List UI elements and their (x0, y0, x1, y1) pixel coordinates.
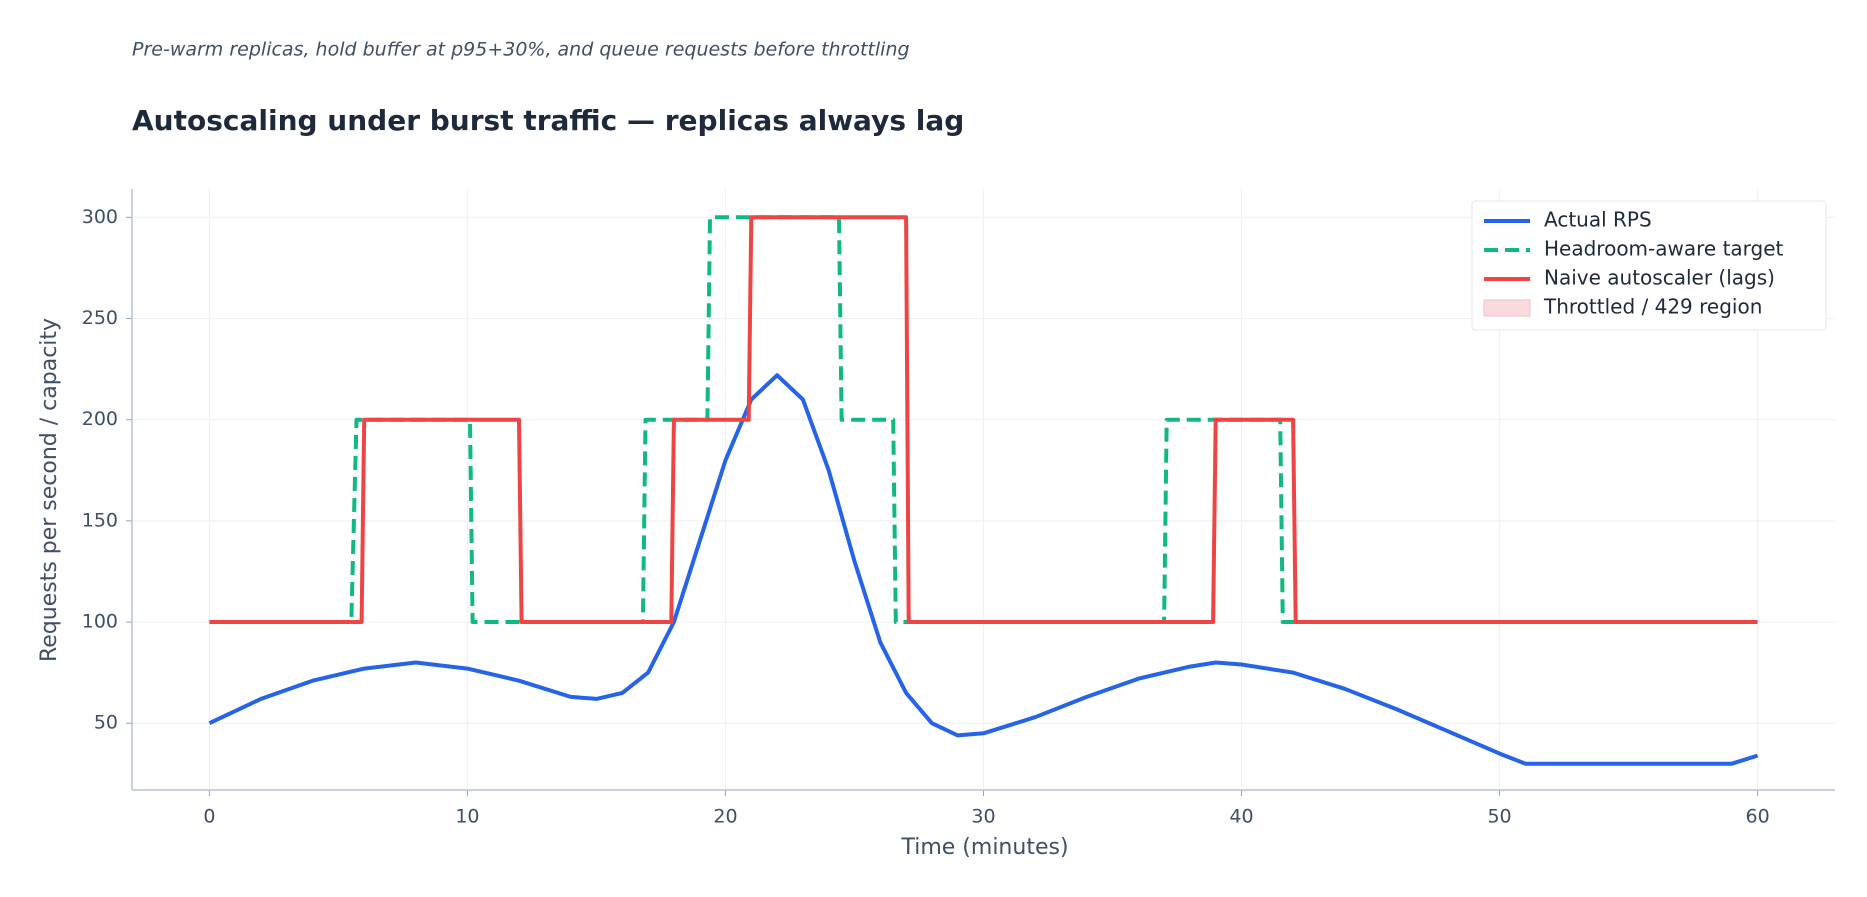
legend-label: Headroom-aware target (1544, 237, 1784, 261)
y-tick-label: 300 (82, 206, 118, 228)
legend-label: Naive autoscaler (lags) (1544, 266, 1775, 290)
x-tick-label: 30 (971, 806, 995, 828)
x-tick-label: 60 (1745, 806, 1769, 828)
y-tick-label: 100 (82, 611, 118, 633)
y-tick-label: 250 (82, 307, 118, 329)
x-axis-label: Time (minutes) (900, 835, 1068, 860)
y-tick-label: 50 (94, 712, 118, 734)
chart-title: Autoscaling under burst traffic — replic… (132, 104, 964, 137)
series-line (209, 215, 1758, 624)
legend-box (1471, 200, 1827, 331)
x-tick-label: 0 (203, 806, 215, 828)
y-tick-label: 150 (82, 509, 118, 531)
x-tick-label: 10 (455, 806, 479, 828)
x-tick-label: 20 (713, 806, 737, 828)
chart-subtitle: Pre-warm replicas, hold buffer at p95+30… (132, 39, 910, 61)
legend-label: Throttled / 429 region (1543, 295, 1762, 319)
x-tick-label: 50 (1487, 806, 1511, 828)
x-tick-label: 40 (1229, 806, 1253, 828)
y-tick-label: 200 (82, 408, 118, 430)
series-line (208, 373, 1759, 766)
y-axis-label: Requests per second / capacity (37, 318, 62, 662)
legend-label: Actual RPS (1544, 208, 1652, 232)
legend-swatch (1483, 299, 1531, 317)
